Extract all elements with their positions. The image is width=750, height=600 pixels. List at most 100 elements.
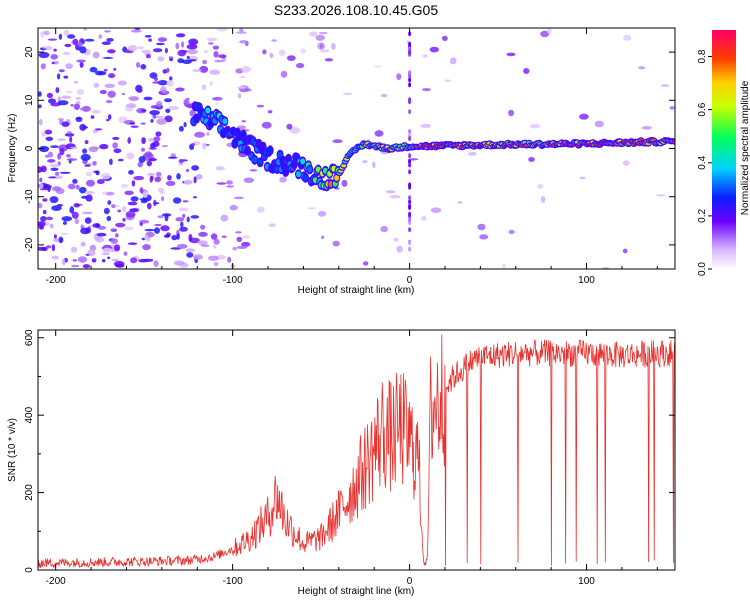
spectrogram-noise-blob — [309, 31, 318, 37]
spectrogram-noise-blob — [128, 170, 134, 175]
spectrogram-noise-blob — [176, 173, 181, 180]
snr-y-tick-label: 0 — [24, 567, 35, 573]
spectrogram-noise-blob — [102, 247, 113, 254]
snr-y-tick-label: 600 — [24, 329, 35, 346]
colorbar-gradient — [712, 30, 736, 269]
spectrogram-noise-blob — [502, 263, 506, 269]
spectrogram-noise-blob — [149, 176, 153, 183]
spectrogram-noise-blob — [39, 118, 43, 126]
spectrogram-noise-blob — [84, 164, 90, 167]
spectrogram-noise-blob — [182, 213, 186, 218]
spectrogram-noise-blob — [506, 52, 516, 57]
spectrogram-noise-blob — [130, 29, 142, 33]
spectrogram-noise-blob — [318, 31, 328, 35]
spectrogram-noise-blob — [178, 163, 183, 166]
snr-x-tick-label: 100 — [578, 576, 595, 587]
spectrogram-x-tick-label: -200 — [46, 275, 66, 286]
spectrogram-noise-blob — [79, 186, 87, 194]
spectrogram-streak-blob — [408, 136, 412, 142]
spectrogram-noise-blob — [202, 59, 208, 65]
spectrogram-noise-blob — [107, 200, 112, 206]
spectrogram-noise-blob — [213, 51, 219, 58]
spectrogram-y-ticks: -20 -10 0 10 20 — [24, 46, 675, 252]
spectrogram-noise-blob — [69, 206, 75, 214]
spectrogram-noise-blob — [137, 46, 144, 50]
spectrogram-y-tick-label: 20 — [24, 46, 35, 58]
spectrogram-noise-blob — [422, 54, 428, 58]
spectrogram-noise-blob — [138, 258, 149, 263]
spectrogram-noise-blob — [79, 46, 87, 54]
spectrogram-noise-blob — [122, 205, 127, 213]
spectrogram-noise-blob — [153, 260, 159, 268]
spectrogram-noise-blob — [167, 156, 178, 159]
spectrogram-noise-blob — [152, 48, 163, 53]
spectrogram-noise-blob — [226, 185, 235, 188]
spectrogram-noise-blob — [237, 93, 242, 99]
spectrogram-noise-blob — [64, 133, 75, 137]
spectrogram-noise-blob — [229, 204, 238, 211]
snr-series-line — [38, 334, 675, 569]
spectrogram-noise-blob — [69, 136, 73, 143]
spectrogram-noise-blob — [154, 227, 160, 234]
spectrogram-noise-blob — [171, 235, 178, 241]
spectrogram-noise-blob — [236, 245, 248, 249]
spectrogram-noise-blob — [186, 49, 198, 55]
spectrogram-noise-blob — [67, 183, 76, 190]
spectrogram-noise-blob — [201, 84, 207, 91]
spectrogram-noise-blob — [241, 66, 252, 73]
spectrogram-noise-blob — [110, 228, 118, 232]
spectrogram-noise-blob — [86, 179, 95, 187]
spectrogram-noise-blob — [508, 229, 515, 235]
spectrogram-noise-blob — [188, 38, 199, 46]
spectrogram-noise-blob — [142, 244, 151, 251]
spectrogram-noise-blob — [153, 202, 160, 205]
spectrogram-noise-blob — [96, 179, 105, 185]
spectrogram-noise-blob — [115, 222, 126, 228]
spectrogram-noise-blob — [38, 183, 44, 189]
spectrogram-noise-blob — [49, 196, 59, 204]
spectrogram-noise-blob — [623, 34, 632, 41]
spectrogram-noise-blob — [107, 256, 111, 260]
spectrogram-noise-blob — [185, 248, 195, 252]
spectrogram-noise-blob — [152, 141, 160, 147]
spectrogram-noise-blob — [623, 160, 630, 166]
spectrogram-noise-blob — [79, 61, 84, 68]
spectrogram-noise-blob — [161, 145, 168, 148]
spectrogram-noise-blob — [41, 131, 46, 137]
spectrogram-noise-blob — [154, 176, 161, 183]
spectrogram-noise-blob — [215, 166, 225, 171]
spectrogram-noise-blob — [75, 116, 83, 123]
spectrogram-noise-blob — [141, 147, 145, 152]
spectrogram-noise-blob — [121, 93, 126, 95]
spectrogram-noise-blob — [178, 125, 184, 132]
spectrogram-noise-blob — [295, 62, 305, 69]
snr-x-tick-label: -100 — [223, 576, 243, 587]
spectrogram-noise-blob — [239, 76, 246, 79]
spectrogram-noise-blob — [127, 242, 138, 245]
spectrogram-noise-blob — [529, 124, 541, 129]
spectrogram-noise-blob — [236, 31, 247, 34]
spectrogram-noise-blob — [149, 110, 160, 116]
spectrogram-noise-blob — [57, 153, 62, 160]
spectrogram-noise-blob — [193, 196, 197, 199]
spectrogram-noise-blob — [45, 136, 54, 141]
spectrogram-noise-blob — [393, 237, 400, 242]
spectrogram-x-tick-label: 0 — [407, 275, 413, 286]
spectrogram-noise-blob — [420, 123, 432, 129]
spectrogram-noise-blob — [82, 148, 88, 154]
spectrogram-noise-blob — [193, 176, 197, 184]
spectrogram-noise-blob — [363, 261, 369, 266]
colorbar-tick-label: 0.4 — [697, 155, 708, 169]
spectrogram-noise-blob — [177, 58, 184, 64]
snr-x-label: Height of straight line (km) — [298, 586, 415, 597]
spectrogram-noise-blob — [183, 122, 187, 128]
spectrogram-noise-blob — [396, 245, 404, 253]
snr-y-tick-label: 400 — [24, 406, 35, 423]
spectrogram-noise-blob — [157, 56, 165, 62]
spectrogram-noise-blob — [157, 80, 168, 86]
spectrogram-noise-blob — [168, 105, 179, 111]
spectrogram-noise-blob — [233, 196, 244, 200]
spectrogram-noise-blob — [153, 136, 161, 142]
spectrogram-noise-blob — [279, 176, 287, 183]
